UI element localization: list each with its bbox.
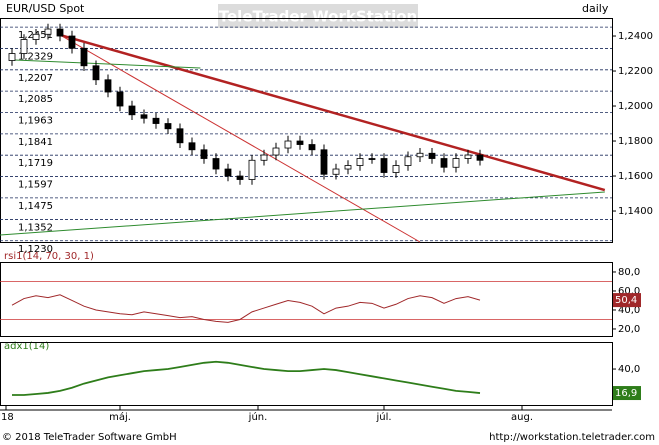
candle-body [212, 158, 220, 170]
candle-body [476, 154, 484, 161]
level-label: 1,2207 [18, 73, 53, 84]
candle-body [164, 123, 172, 130]
x-tick-label: jún. [248, 411, 268, 423]
candle-body [176, 128, 184, 144]
last-value-box [613, 386, 641, 401]
x-tick-label: aug. [511, 412, 533, 423]
y-tick-label: 20,0 [618, 324, 640, 335]
candle-body [392, 165, 400, 173]
candle-body [44, 28, 52, 35]
candle-body [356, 158, 364, 166]
panel-frame [0, 18, 613, 243]
candle-body [428, 152, 436, 159]
watermark-box [218, 4, 418, 28]
candle-body [224, 168, 232, 177]
candle-body [284, 140, 292, 149]
candle-body [8, 53, 16, 61]
last-value-box [613, 293, 641, 308]
candle-body [260, 154, 268, 161]
candle-body [440, 158, 448, 168]
candle-body [452, 158, 460, 168]
plot-layer: 1,14001,16001,18001,20001,22001,24001,24… [0, 18, 653, 423]
y-tick-label: 60,0 [618, 286, 640, 297]
level-label: 1,2329 [18, 51, 53, 62]
candle-body [332, 168, 340, 175]
candle-body [404, 156, 412, 166]
candle-body [248, 159, 256, 180]
y-tick-label: 40,0 [618, 305, 640, 316]
y-tick-label: 1,1600 [618, 171, 653, 182]
candle-body [368, 158, 376, 160]
rsi-title: rsi1(14, 70, 30, 1) [4, 251, 94, 262]
x-tick-label: júl. [375, 411, 391, 423]
level-label: 1,1597 [18, 180, 53, 191]
level-label: 1,1719 [18, 158, 53, 169]
candle-body [104, 79, 112, 93]
last-value-label: 16,9 [615, 388, 637, 399]
trend-line [59, 33, 606, 192]
last-value-label: 50,4 [615, 295, 637, 306]
watermark: TeleTrader WorkStation [219, 8, 417, 26]
indicator-line [11, 294, 481, 323]
level-label: 1,1475 [18, 201, 53, 212]
level-label: 1,2085 [18, 94, 53, 105]
candle-body [380, 158, 388, 173]
adx-title: adx1(14) [4, 341, 49, 352]
copyright: © 2018 TeleTrader Software GmbH [2, 432, 177, 443]
y-tick-label: 40,0 [618, 364, 640, 375]
trend-line [14, 59, 201, 69]
indicator-line [12, 360, 481, 396]
candle-body [140, 114, 148, 119]
candle-body [20, 39, 28, 54]
candle-body [344, 165, 352, 170]
chart-title: EUR/USD Spot [6, 2, 85, 15]
candle-body [128, 105, 136, 116]
candle-body [80, 47, 88, 67]
y-tick-label: 1,1800 [618, 136, 653, 147]
x-tick-label: '18 [0, 412, 14, 423]
panel-frame [0, 342, 613, 406]
candle-body [236, 175, 244, 180]
level-label: 1,1352 [18, 222, 53, 233]
candle-body [68, 35, 76, 49]
candle-body [320, 149, 328, 175]
candle-body [464, 154, 472, 159]
candle-body [116, 91, 124, 107]
y-tick-label: 1,2400 [618, 31, 653, 42]
candle-body [200, 149, 208, 159]
candle-body [416, 152, 424, 158]
panel-frame [0, 262, 613, 337]
y-tick-label: 80,0 [618, 267, 640, 278]
candle-body [272, 147, 280, 156]
candle-body [92, 65, 100, 81]
level-label: 1,1230 [18, 244, 53, 255]
candle-body [308, 144, 316, 151]
candle-body [188, 142, 196, 151]
period: daily [582, 2, 609, 15]
candle-body [32, 33, 40, 40]
level-label: 1,1963 [18, 116, 53, 127]
candle-body [152, 117, 160, 124]
trend-line [59, 34, 421, 243]
y-tick-label: 1,2000 [618, 101, 653, 112]
y-tick-label: 1,2200 [618, 66, 653, 77]
candle-body [296, 140, 304, 145]
candle-body [56, 28, 64, 37]
url: http://workstation.teletrader.com [489, 432, 655, 443]
level-label: 1,1841 [18, 137, 53, 148]
y-tick-label: 1,1400 [618, 206, 653, 217]
x-tick-label: máj. [109, 411, 131, 423]
trend-line [0, 191, 605, 236]
